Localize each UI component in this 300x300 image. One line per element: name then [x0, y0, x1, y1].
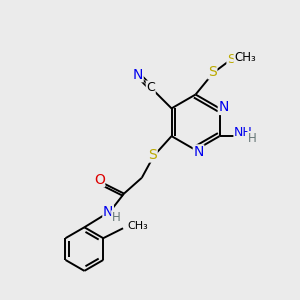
- Text: O: O: [94, 173, 105, 187]
- Text: C: C: [146, 81, 155, 94]
- Text: NH: NH: [234, 126, 253, 139]
- Text: N: N: [133, 68, 143, 82]
- Text: CH₃: CH₃: [234, 51, 256, 64]
- Text: N: N: [103, 206, 113, 219]
- Text: S: S: [208, 65, 217, 79]
- Text: H: H: [248, 132, 257, 145]
- Text: H: H: [112, 211, 120, 224]
- Text: S: S: [227, 53, 236, 66]
- Text: N: N: [194, 145, 204, 159]
- Text: S: S: [148, 148, 157, 162]
- Text: CH₃: CH₃: [127, 221, 148, 231]
- Text: S: S: [237, 58, 238, 59]
- Text: N: N: [218, 100, 229, 114]
